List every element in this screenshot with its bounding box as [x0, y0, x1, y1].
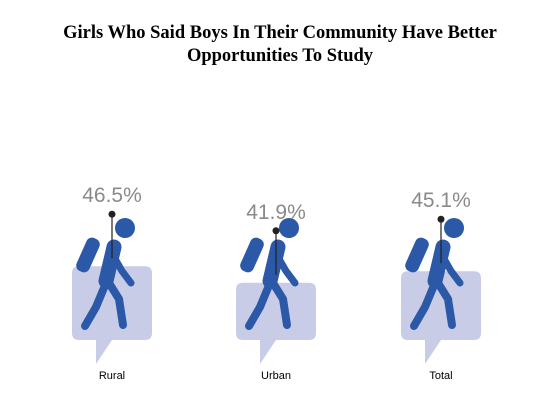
- hiker-torso: [262, 239, 286, 289]
- pin-dot-total: [437, 215, 445, 223]
- hiker-back-leg: [245, 279, 274, 330]
- hiker-front-leg: [105, 279, 127, 329]
- hiker-torso: [427, 239, 451, 289]
- hiker-head: [444, 218, 464, 238]
- hiker-head: [115, 218, 135, 238]
- value-label-rural: 46.5%: [82, 184, 142, 207]
- hiker-arm: [274, 253, 299, 287]
- category-label-urban: Urban: [261, 370, 291, 382]
- hiker-arm: [439, 253, 464, 287]
- bar-urban: [236, 282, 316, 364]
- bar-total: [401, 271, 481, 364]
- value-label-total: 45.1%: [411, 189, 471, 212]
- hiker-front-leg: [434, 279, 456, 329]
- hiker-torso: [98, 239, 122, 289]
- pin-dot-rural: [108, 210, 116, 218]
- bar-group-total: 45.1% Total: [401, 189, 481, 382]
- category-label-total: Total: [429, 370, 452, 382]
- bar-group-rural: 46.5% Rural: [72, 184, 152, 382]
- hiker-arm: [110, 253, 135, 287]
- category-label-rural: Rural: [99, 370, 125, 382]
- chart-title-line-2: Opportunities To Study: [186, 46, 374, 66]
- hiker-back-leg: [81, 279, 110, 330]
- chart-title: Girls Who Said Boys In Their Community H…: [0, 22, 560, 68]
- bar-rural: [72, 266, 152, 364]
- hiker-head: [279, 218, 299, 238]
- hiker-backpack: [240, 237, 264, 273]
- hiker-front-leg: [269, 279, 291, 329]
- hiker-backpack: [76, 237, 100, 273]
- bar-group-urban: 41.9% Urban: [236, 201, 316, 382]
- hiker-backpack: [405, 237, 429, 273]
- hiker-with-backpack-icon: [240, 218, 299, 330]
- hiker-back-leg: [410, 279, 439, 330]
- pin-dot-urban: [272, 227, 280, 235]
- hiker-with-backpack-icon: [76, 218, 135, 330]
- chart-title-line-1: Girls Who Said Boys In Their Community H…: [63, 23, 497, 43]
- hiker-with-backpack-icon: [405, 218, 464, 330]
- value-label-urban: 41.9%: [246, 201, 306, 224]
